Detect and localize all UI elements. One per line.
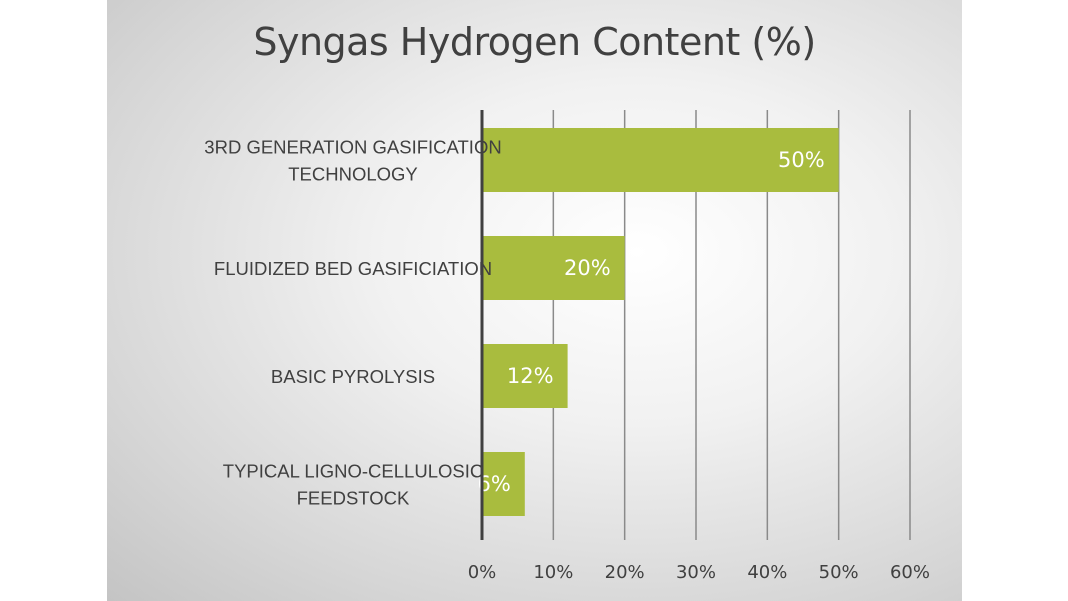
category-label-1: FLUIDIZED BED GASIFICIATION — [214, 258, 492, 279]
data-label-0: 50% — [778, 148, 825, 172]
x-tick-label-60: 60% — [890, 562, 930, 583]
category-label-0: 3RD GENERATION GASIFICATION TECHNOLOGY — [204, 137, 501, 185]
bar-0 — [482, 128, 839, 192]
bar-2 — [482, 344, 568, 408]
data-label-2: 12% — [507, 364, 554, 388]
x-tick-label-10: 10% — [533, 562, 573, 583]
x-tick-label-30: 30% — [676, 562, 716, 583]
category-label-line: TECHNOLOGY — [288, 164, 418, 185]
chart-panel: Syngas Hydrogen Content (%) 50% 20% 12% 6% 3… — [107, 0, 962, 601]
x-tick-label-50: 50% — [819, 562, 859, 583]
x-tick-label-0: 0% — [468, 562, 497, 583]
category-label-line: BASIC PYROLYSIS — [271, 366, 435, 387]
x-tick-label-20: 20% — [605, 562, 645, 583]
bar-1 — [482, 236, 625, 300]
bar-3 — [482, 452, 525, 516]
category-label-line: FLUIDIZED BED GASIFICIATION — [214, 258, 492, 279]
x-tick-label-40: 40% — [747, 562, 787, 583]
category-label-line: FEEDSTOCK — [297, 488, 410, 509]
category-label-line: TYPICAL LIGNO-CELLULOSIC — [223, 461, 483, 482]
category-label-2: BASIC PYROLYSIS — [271, 366, 435, 387]
category-label-line: 3RD GENERATION GASIFICATION — [204, 137, 501, 158]
chart-title: Syngas Hydrogen Content (%) — [253, 20, 816, 64]
category-label-3: TYPICAL LIGNO-CELLULOSIC FEEDSTOCK — [223, 461, 483, 509]
data-label-1: 20% — [564, 256, 611, 280]
bar-chart: 50%20%12%6%3RD GENERATION GASIFICATION TE… — [204, 110, 930, 583]
